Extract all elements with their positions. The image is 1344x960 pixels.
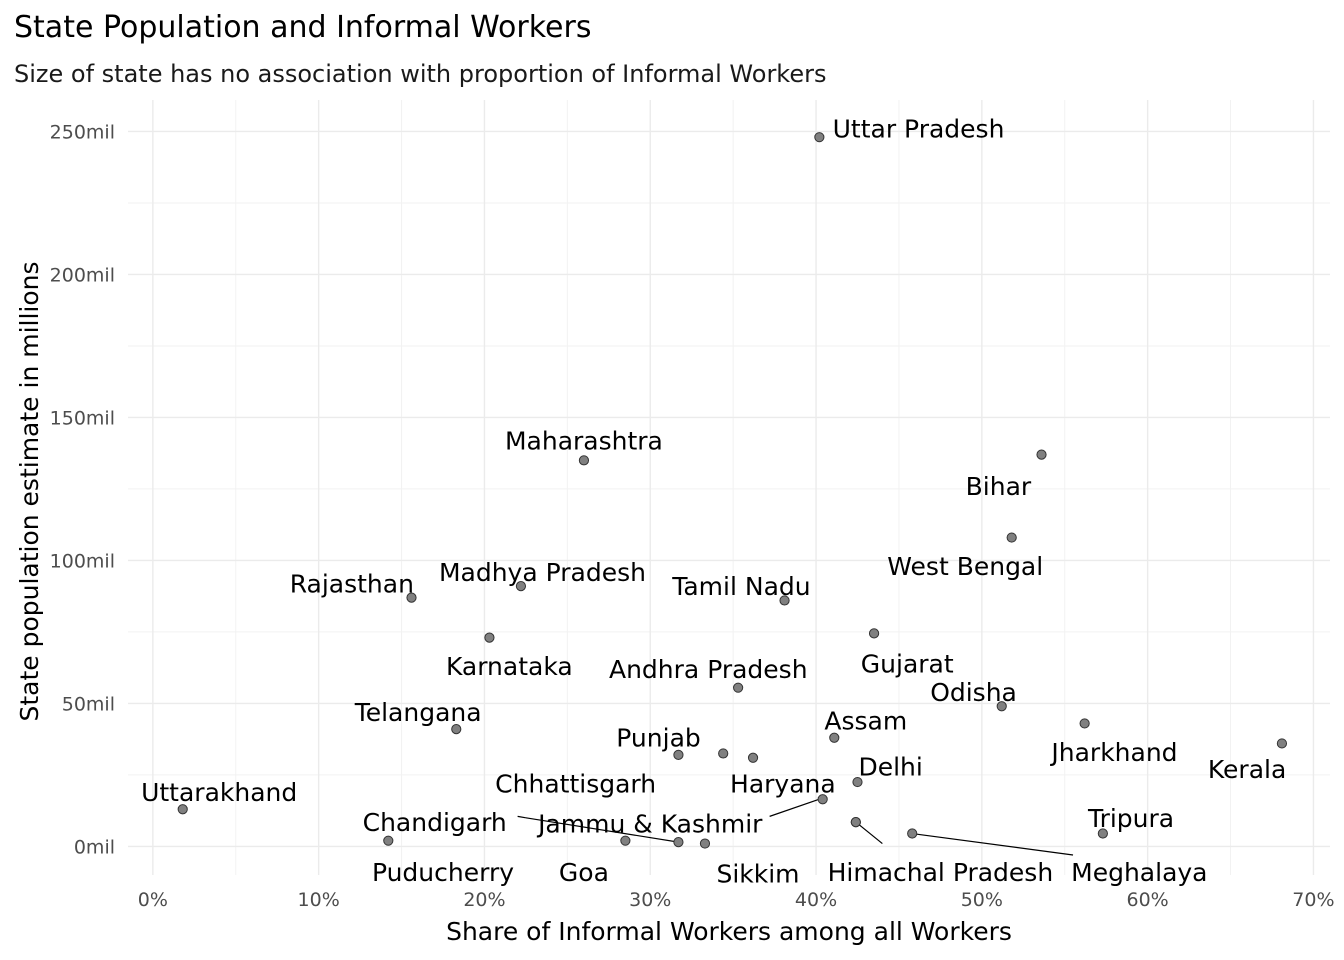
data-point bbox=[852, 776, 863, 788]
leader-line bbox=[912, 832, 1074, 856]
point-label: Punjab bbox=[616, 724, 700, 753]
point-label: Madhya Pradesh bbox=[439, 558, 646, 587]
x-tick-label: 50% bbox=[961, 889, 1003, 911]
y-tick-label: 50mil bbox=[62, 693, 115, 715]
point-labels: Uttar Pradesh Maharashtra Bihar West Bengal… bbox=[141, 115, 1286, 889]
point-label: Goa bbox=[559, 858, 609, 887]
point-label: Bihar bbox=[966, 472, 1032, 501]
y-axis-ticks: 0mil 50mil 100mil 150mil 200mil 250mil bbox=[50, 121, 115, 858]
leader-line bbox=[517, 815, 527, 819]
data-point bbox=[1006, 532, 1017, 543]
data-point bbox=[673, 837, 684, 848]
point-label: Sikkim bbox=[716, 860, 799, 889]
point-label: Chandigarh bbox=[363, 808, 507, 837]
data-point bbox=[484, 632, 495, 643]
leader-lines bbox=[517, 798, 1074, 856]
data-point bbox=[817, 794, 828, 805]
leader-line bbox=[769, 798, 820, 817]
point-label: Chhattisgarh bbox=[495, 769, 656, 798]
data-point bbox=[1036, 449, 1047, 460]
data-point bbox=[383, 835, 394, 846]
minor-gridlines bbox=[128, 100, 1330, 875]
data-point bbox=[747, 752, 759, 763]
chart-subtitle: Size of state has no association with pr… bbox=[14, 60, 827, 88]
x-tick-label: 30% bbox=[629, 889, 671, 911]
point-label: Rajasthan bbox=[290, 569, 414, 598]
point-label: Karnataka bbox=[446, 652, 573, 681]
point-label: Tamil Nadu bbox=[671, 572, 810, 601]
data-point bbox=[718, 748, 729, 759]
data-point bbox=[515, 581, 527, 592]
data-point bbox=[673, 749, 684, 760]
data-point bbox=[1097, 828, 1108, 839]
data-point bbox=[996, 701, 1007, 712]
y-tick-label: 100mil bbox=[50, 550, 115, 572]
y-tick-label: 250mil bbox=[50, 121, 115, 143]
chart-title: State Population and Informal Workers bbox=[14, 10, 592, 45]
x-tick-label: 0% bbox=[138, 889, 168, 911]
point-label: Gujarat bbox=[861, 649, 954, 678]
major-gridlines bbox=[128, 100, 1330, 875]
y-axis-title: State population estimate in millions bbox=[15, 261, 44, 721]
point-label: Puducherry bbox=[372, 858, 514, 887]
data-point bbox=[578, 455, 590, 466]
point-label: West Bengal bbox=[887, 552, 1043, 581]
point-label: Haryana bbox=[730, 769, 836, 798]
point-label: Uttar Pradesh bbox=[833, 115, 1005, 144]
data-point bbox=[907, 828, 918, 839]
point-label: Delhi bbox=[858, 752, 922, 781]
data-point bbox=[850, 816, 861, 828]
point-label: Himachal Pradesh bbox=[828, 858, 1054, 887]
point-label: Assam bbox=[824, 707, 907, 736]
x-axis-ticks: 0% 10% 20% 30% 40% 50% 60% 70% bbox=[138, 889, 1335, 911]
data-point bbox=[868, 628, 880, 639]
y-tick-label: 150mil bbox=[50, 407, 115, 429]
data-point bbox=[1079, 718, 1090, 729]
point-label: Odisha bbox=[930, 678, 1017, 707]
x-tick-label: 20% bbox=[463, 889, 505, 911]
point-label: Maharashtra bbox=[505, 426, 663, 455]
x-tick-label: 40% bbox=[795, 889, 837, 911]
point-label: Jharkhand bbox=[1049, 738, 1177, 767]
y-tick-label: 0mil bbox=[74, 836, 115, 858]
x-tick-label: 10% bbox=[298, 889, 340, 911]
x-axis-title: Share of Informal Workers among all Work… bbox=[446, 917, 1012, 946]
data-points bbox=[177, 132, 1288, 849]
data-point bbox=[699, 838, 711, 849]
point-label: Meghalaya bbox=[1071, 858, 1207, 887]
data-point bbox=[177, 804, 188, 815]
data-point bbox=[1276, 738, 1288, 749]
x-tick-label: 70% bbox=[1292, 889, 1334, 911]
leader-line bbox=[525, 817, 679, 843]
data-point bbox=[814, 132, 825, 143]
y-tick-label: 200mil bbox=[50, 264, 115, 286]
point-label: Jammu & Kashmir bbox=[536, 810, 763, 839]
point-label: Kerala bbox=[1208, 755, 1286, 784]
data-point bbox=[406, 592, 417, 603]
data-point bbox=[620, 835, 631, 846]
leader-line bbox=[855, 821, 883, 845]
data-point bbox=[451, 724, 462, 735]
point-label: Uttarakhand bbox=[141, 778, 297, 807]
point-label: Telangana bbox=[354, 698, 482, 727]
x-tick-label: 60% bbox=[1127, 889, 1169, 911]
data-point bbox=[829, 732, 840, 743]
data-point bbox=[779, 595, 790, 606]
data-point bbox=[733, 682, 744, 693]
point-label: Andhra Pradesh bbox=[609, 655, 808, 684]
point-label: Tripura bbox=[1087, 804, 1174, 833]
